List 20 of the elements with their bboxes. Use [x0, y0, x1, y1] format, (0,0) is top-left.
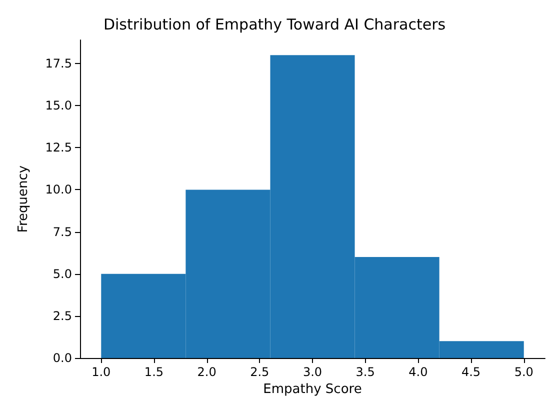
x-tick-label: 2.0: [197, 365, 216, 379]
x-tick-label: 1.5: [144, 365, 164, 379]
y-tick-label: 0.0: [52, 351, 72, 365]
x-tick-label: 1.0: [92, 365, 111, 379]
x-tick-label: 3.5: [356, 365, 375, 379]
x-axis-title: Empathy Score: [263, 382, 362, 397]
x-tick-label: 5.0: [514, 365, 534, 379]
x-tick-label: 3.0: [302, 365, 322, 379]
x-tick-label: 4.0: [408, 365, 428, 379]
y-tick-label: 10.0: [45, 182, 72, 197]
x-tick-label: 4.5: [461, 365, 481, 379]
y-tick-label: 7.5: [52, 224, 72, 239]
y-tick-label: 2.5: [52, 308, 72, 323]
y-tick-label: 5.0: [52, 266, 72, 281]
y-axis-title: Frequency: [16, 165, 31, 233]
y-tick-label: 17.5: [45, 56, 72, 71]
y-tick-label: 15.0: [45, 98, 72, 113]
chart-title: Distribution of Empathy Toward AI Characters: [103, 16, 446, 34]
x-tick-label: 2.5: [250, 365, 270, 379]
y-tick-label: 12.5: [45, 140, 72, 155]
